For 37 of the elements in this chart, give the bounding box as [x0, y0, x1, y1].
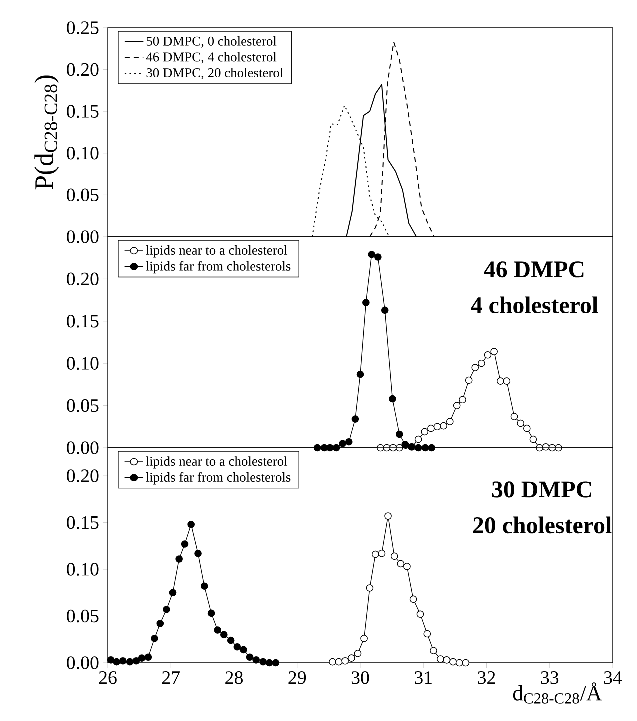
legend-label: 30 DMPC, 20 cholesterol: [146, 68, 284, 80]
y-tick-label: 0.05: [67, 610, 99, 623]
y-tick-label: 0.25: [67, 22, 99, 34]
x-tick-label: 26: [99, 672, 117, 684]
y-tick-label: 0.00: [67, 442, 99, 454]
x-tick-label: 31: [415, 672, 432, 684]
x-tick-label: 29: [288, 672, 306, 684]
y-tick-label: 0.15: [67, 314, 99, 328]
y-tick-label: 0.20: [67, 470, 99, 482]
x-tick-label: 27: [162, 672, 180, 684]
y-tick-label: 0.05: [67, 399, 99, 412]
x-tick-label: 34: [604, 672, 622, 684]
annotation: 20 cholesterol: [473, 516, 612, 534]
legend-label: lipids near to a cholesterol: [146, 246, 288, 258]
legend-label: lipids near to a cholesterol: [146, 456, 288, 469]
y-tick-label: 0.20: [67, 63, 99, 76]
x-tick-label: 30: [352, 672, 370, 684]
y-tick-label: 0.15: [67, 516, 99, 530]
annotation: 4 cholesterol: [471, 296, 598, 314]
annotation: 30 DMPC: [492, 482, 592, 498]
y-tick-label: 0.15: [67, 105, 99, 118]
y-tick-label: 0.10: [67, 357, 99, 370]
x-tick-label: 28: [226, 672, 243, 684]
y-tick-label: 0.05: [67, 188, 99, 202]
annotation: 46 DMPC: [484, 262, 584, 278]
legend-label: 46 DMPC, 4 cholesterol: [146, 52, 277, 64]
x-tick-label: 33: [541, 672, 559, 684]
y-tick-label: 0.20: [67, 272, 99, 286]
y-tick-label: 0.10: [67, 563, 99, 576]
y-tick-label: 0.00: [67, 656, 99, 670]
x-tick-label: 32: [478, 672, 496, 684]
y-axis-title: P(d$_{C28-C28}$): [34, 76, 60, 190]
y-tick-label: 0.00: [67, 230, 99, 244]
legend-label: lipids far from cholesterols: [146, 261, 291, 274]
legend-label: lipids far from cholesterols: [146, 472, 291, 485]
y-tick-label: 0.10: [67, 146, 99, 160]
legend-label: 50 DMPC, 0 cholesterol: [146, 36, 277, 48]
